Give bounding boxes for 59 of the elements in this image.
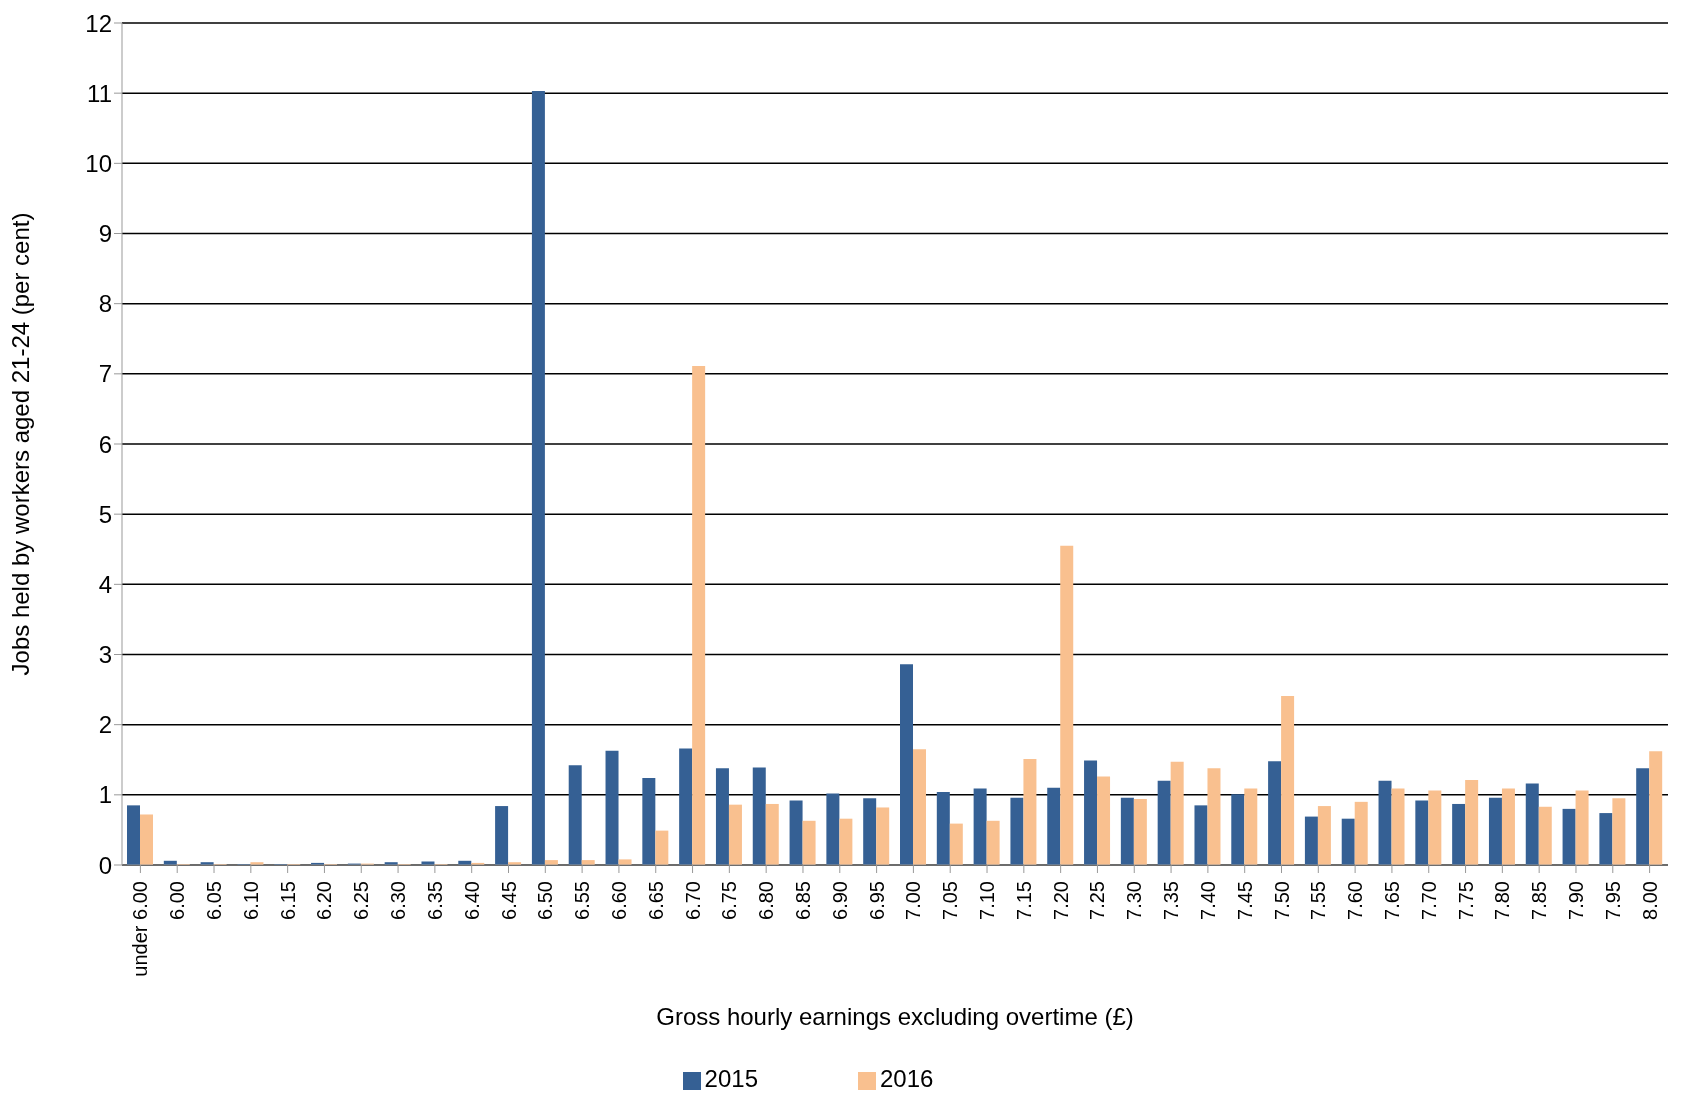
x-tick-label: 6.60 [607, 881, 630, 920]
y-tick-label: 9 [98, 220, 112, 248]
x-tick-label: 6.20 [313, 881, 336, 920]
x-tick-label: 7.45 [1233, 881, 1256, 920]
x-tick-label: 7.90 [1564, 881, 1587, 920]
x-tick-label: 7.70 [1417, 881, 1440, 920]
x-tick-label: 6.55 [571, 881, 594, 920]
y-tick-label: 5 [98, 500, 112, 528]
x-tick-label: 6.80 [755, 881, 778, 920]
x-tick-label: 6.15 [276, 881, 299, 920]
x-tick-label: 7.30 [1123, 881, 1146, 920]
x-tick-label: 6.75 [718, 881, 741, 920]
x-tick-label: 7.05 [939, 881, 962, 920]
y-tick-label: 8 [98, 290, 112, 318]
x-tick-label: 7.65 [1380, 881, 1403, 920]
x-axis-title: Gross hourly earnings excluding overtime (£) [656, 1003, 1134, 1030]
x-tick-label: 6.25 [350, 881, 373, 920]
x-tick-label: 7.80 [1491, 881, 1514, 920]
x-tick-label: 7.50 [1270, 881, 1293, 920]
y-tick-label: 7 [98, 360, 112, 388]
legend-label: 2015 [704, 1065, 758, 1092]
y-axis-title: Jobs held by workers aged 21-24 (per cent) [6, 212, 34, 676]
y-tick-label: 1 [98, 781, 112, 809]
x-tick-label: 6.10 [239, 881, 262, 920]
x-tick-label: 7.00 [902, 881, 925, 920]
x-tick-label: 6.90 [828, 881, 851, 920]
x-tick-label: 7.35 [1160, 881, 1183, 920]
y-tick-label: 12 [85, 9, 112, 37]
x-tick-label: 6.00 [166, 881, 189, 920]
x-tick-label: 7.15 [1012, 881, 1035, 920]
x-tick-label: 6.50 [534, 881, 557, 920]
x-tick-label: 6.45 [497, 881, 520, 920]
x-tick-label: 7.85 [1528, 881, 1551, 920]
x-tick-label: under 6.00 [129, 881, 152, 977]
x-tick-label: 7.20 [1049, 881, 1072, 920]
x-tick-label: 6.40 [460, 881, 483, 920]
x-tick-label: 7.95 [1601, 881, 1624, 920]
x-tick-label: 6.70 [681, 881, 704, 920]
y-tick-label: 11 [87, 79, 112, 107]
x-tick-label: 7.75 [1454, 881, 1477, 920]
x-tick-label: 7.25 [1086, 881, 1109, 920]
x-tick-label: 7.60 [1344, 881, 1367, 920]
y-tick-label: 6 [98, 430, 112, 458]
y-tick-label: 4 [98, 570, 112, 598]
x-tick-label: 7.55 [1307, 881, 1330, 920]
x-tick-label: 8.00 [1638, 881, 1661, 920]
x-tick-label: 6.30 [387, 881, 410, 920]
legend-label: 2016 [880, 1065, 934, 1092]
x-tick-label: 7.40 [1196, 881, 1219, 920]
y-tick-label: 3 [98, 641, 112, 669]
x-tick-label: 6.65 [644, 881, 667, 920]
x-tick-label: 7.10 [976, 881, 999, 920]
x-tick-label: 6.95 [865, 881, 888, 920]
y-tick-label: 2 [98, 711, 112, 739]
y-tick-label: 10 [85, 149, 112, 177]
x-tick-label: 6.85 [791, 881, 814, 920]
x-tick-label: 6.05 [203, 881, 226, 920]
y-tick-label: 0 [98, 851, 112, 879]
x-tick-label: 6.35 [423, 881, 446, 920]
